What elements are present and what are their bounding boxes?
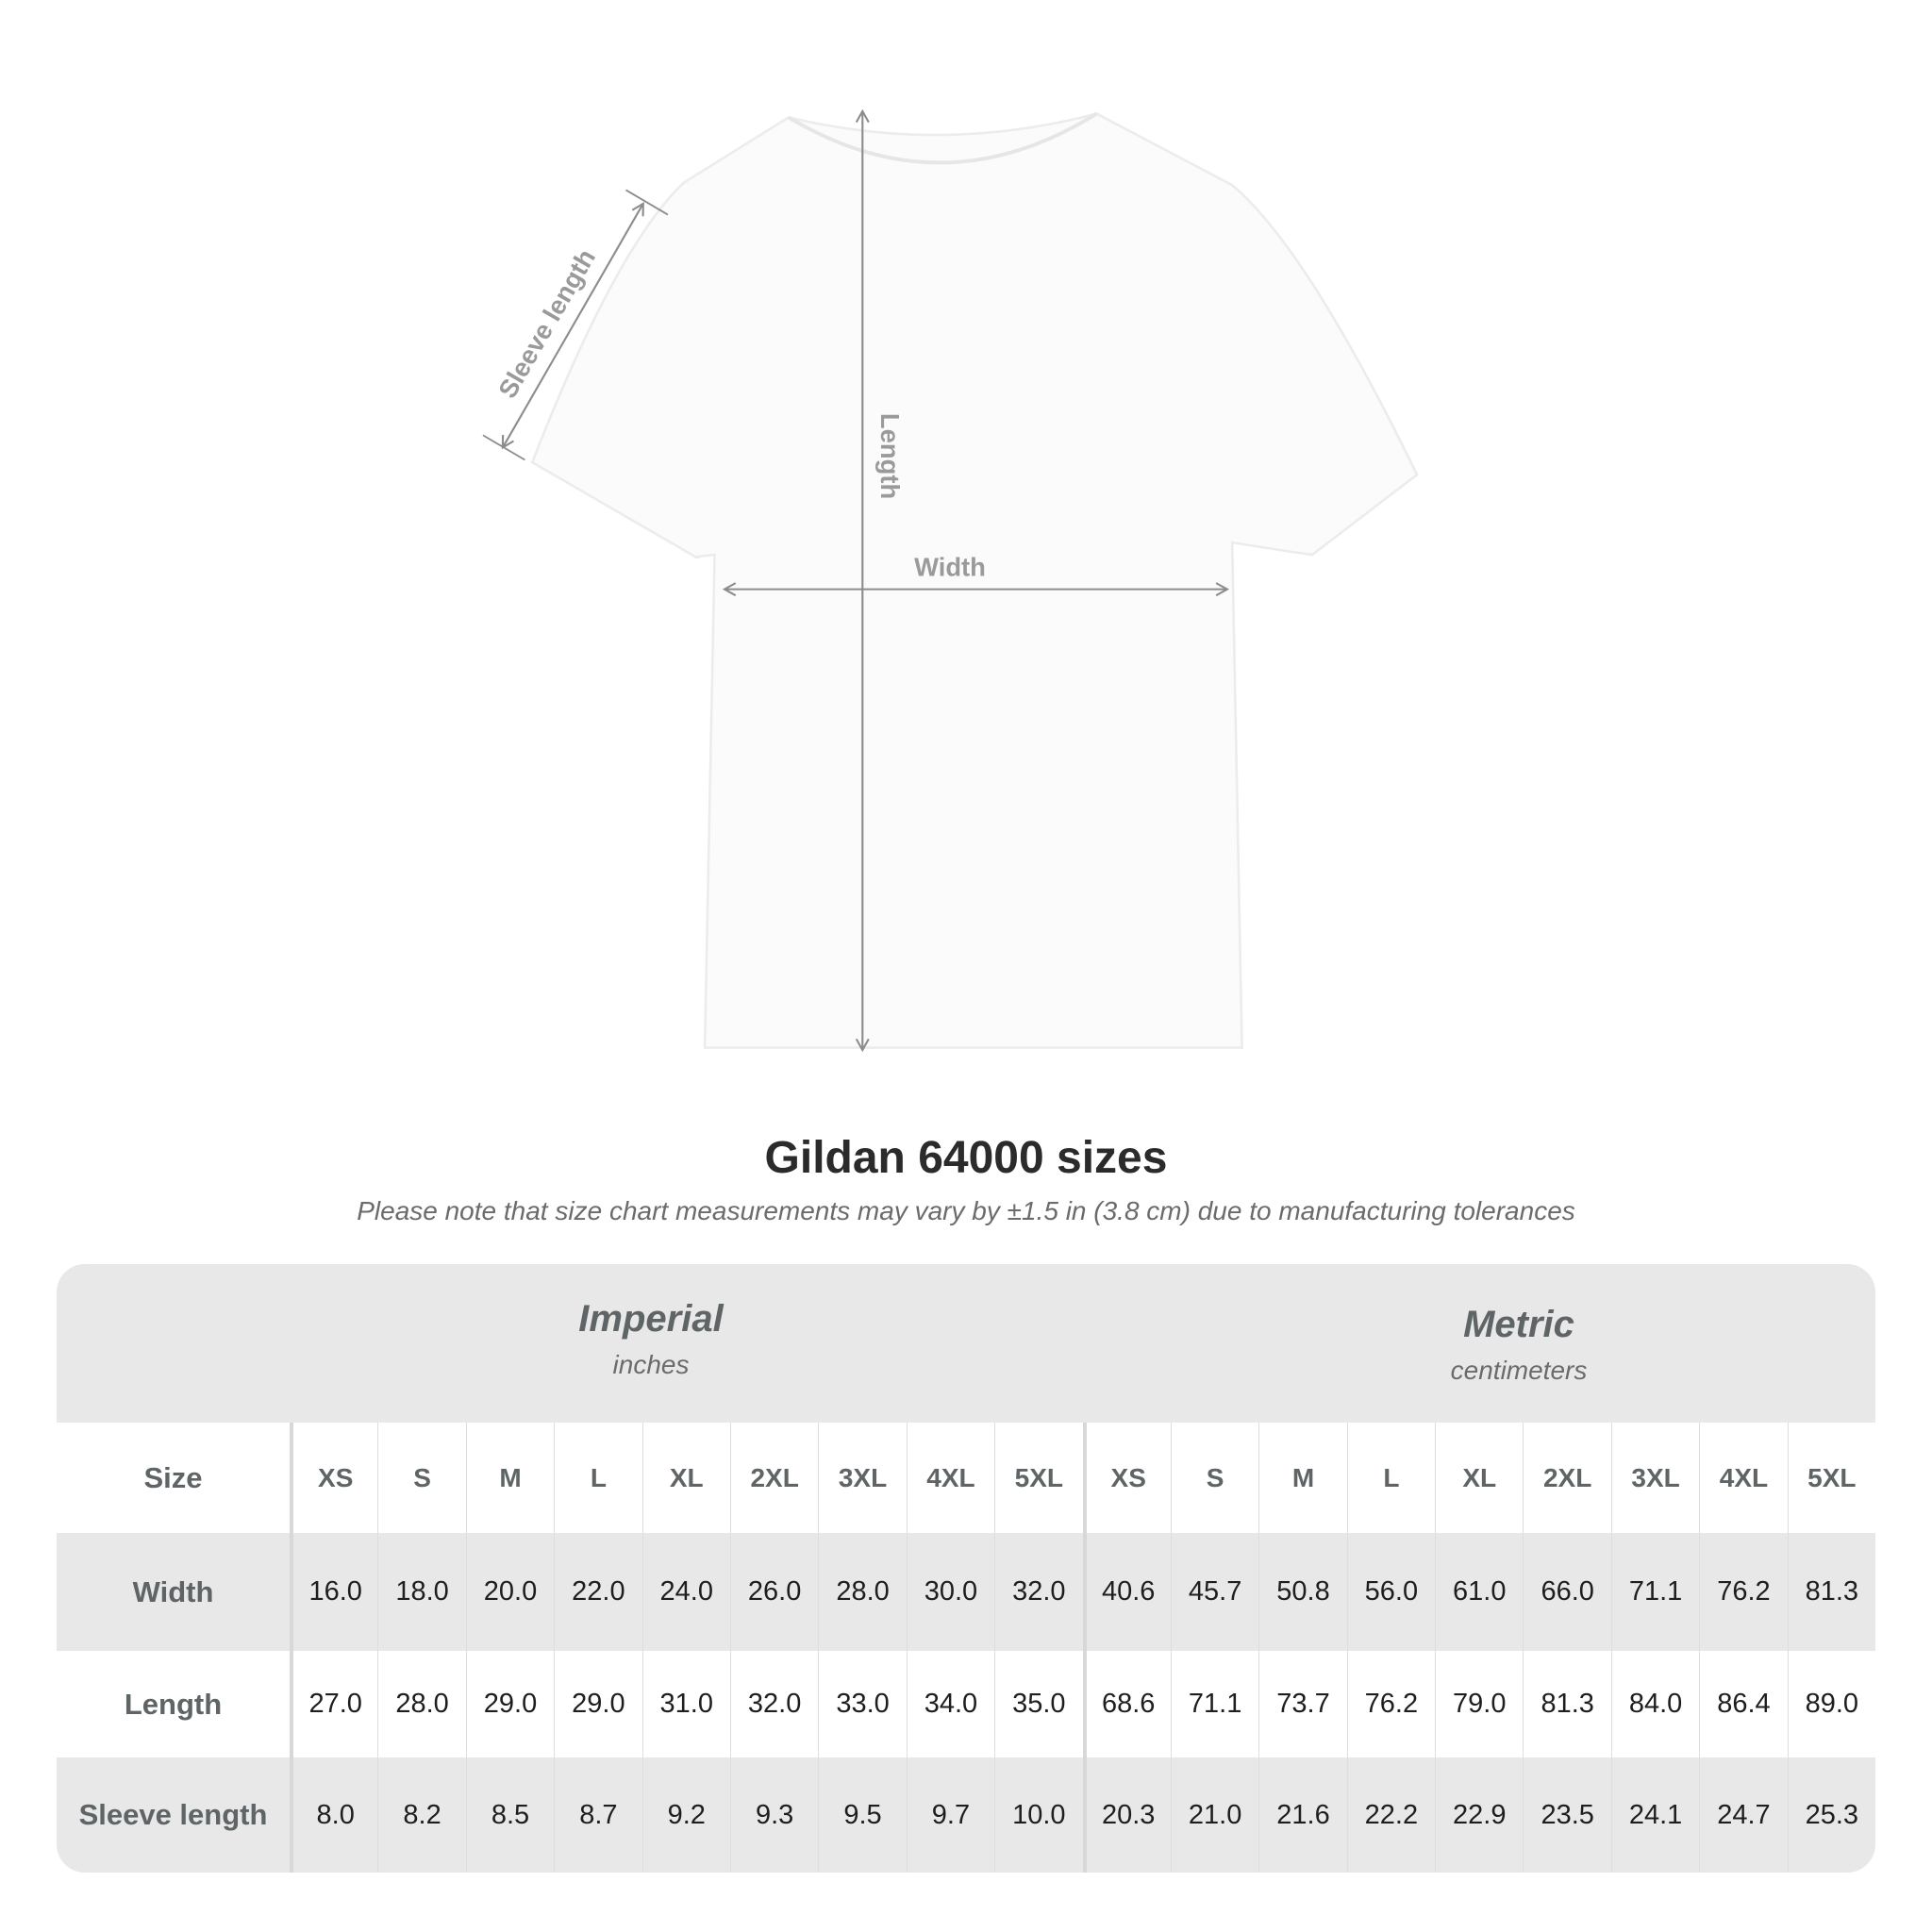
metric-size-5xl: 5XL bbox=[1787, 1423, 1875, 1533]
imperial-value-cell: 20.0 bbox=[465, 1533, 554, 1651]
metric-size-3xl: 3XL bbox=[1610, 1423, 1699, 1533]
metric-value-cell: 50.8 bbox=[1258, 1533, 1346, 1651]
width-label: Width bbox=[914, 552, 986, 581]
imperial-value-cell: 10.0 bbox=[994, 1757, 1082, 1873]
imperial-value-cell: 33.0 bbox=[818, 1651, 906, 1757]
imperial-value-cell: 9.7 bbox=[906, 1757, 994, 1873]
imperial-size-xl: XL bbox=[641, 1423, 730, 1533]
metric-size-s: S bbox=[1170, 1423, 1258, 1533]
metric-value-cell: 21.0 bbox=[1170, 1757, 1258, 1873]
size-chart-title: Gildan 64000 sizes bbox=[764, 1133, 1168, 1183]
metric-title: Metric bbox=[1463, 1304, 1574, 1345]
imperial-value-cell: 32.0 bbox=[729, 1651, 818, 1757]
imperial-value-cell: 9.3 bbox=[729, 1757, 818, 1873]
imperial-value-cell: 27.0 bbox=[290, 1651, 377, 1757]
imperial-value-cell: 35.0 bbox=[994, 1651, 1082, 1757]
length-row: Length 27.0 28.0 29.0 29.0 31.0 32.0 33.0 34.0 35… bbox=[57, 1651, 1875, 1757]
metric-value-cell: 76.2 bbox=[1346, 1651, 1435, 1757]
metric-value-cell: 68.6 bbox=[1082, 1651, 1171, 1757]
imperial-value-cell: 9.5 bbox=[818, 1757, 906, 1873]
imperial-value-cell: 28.0 bbox=[377, 1651, 465, 1757]
metric-value-cell: 22.9 bbox=[1435, 1757, 1523, 1873]
imperial-value-cell: 8.0 bbox=[290, 1757, 377, 1873]
imperial-value-cell: 32.0 bbox=[994, 1533, 1082, 1651]
metric-value-cell: 84.0 bbox=[1610, 1651, 1699, 1757]
metric-value-cell: 20.3 bbox=[1082, 1757, 1171, 1873]
metric-size-m: M bbox=[1258, 1423, 1346, 1533]
imperial-value-cell: 30.0 bbox=[906, 1533, 994, 1651]
metric-header: Metric centimeters bbox=[1236, 1304, 1802, 1386]
metric-value-cell: 89.0 bbox=[1787, 1651, 1875, 1757]
imperial-title: Imperial bbox=[578, 1298, 724, 1340]
imperial-size-3xl: 3XL bbox=[818, 1423, 906, 1533]
metric-value-cell: 66.0 bbox=[1523, 1533, 1610, 1651]
metric-value-cell: 23.5 bbox=[1523, 1757, 1610, 1873]
metric-size-xl: XL bbox=[1435, 1423, 1523, 1533]
metric-size-l: L bbox=[1346, 1423, 1435, 1533]
metric-value-cell: 45.7 bbox=[1170, 1533, 1258, 1651]
imperial-value-cell: 8.2 bbox=[377, 1757, 465, 1873]
imperial-size-xs: XS bbox=[290, 1423, 377, 1533]
imperial-size-s: S bbox=[377, 1423, 465, 1533]
sleeve-length-row: Sleeve length 8.0 8.2 8.5 8.7 9.2 9.3 9.5 9.7 10.… bbox=[57, 1757, 1875, 1873]
size-header-label: Size bbox=[143, 1460, 203, 1494]
metric-value-cell: 79.0 bbox=[1435, 1651, 1523, 1757]
width-row: Width 16.0 18.0 20.0 22.0 24.0 26.0 28.0 30.0 32.… bbox=[57, 1533, 1875, 1651]
metric-value-cell: 81.3 bbox=[1523, 1651, 1610, 1757]
tshirt-diagram: Length Width Sleeve length bbox=[482, 108, 1419, 1053]
imperial-size-5xl: 5XL bbox=[994, 1423, 1082, 1533]
metric-value-cell: 71.1 bbox=[1170, 1651, 1258, 1757]
metric-value-cell: 22.2 bbox=[1346, 1757, 1435, 1873]
imperial-value-cell: 24.0 bbox=[641, 1533, 730, 1651]
imperial-value-cell: 29.0 bbox=[465, 1651, 554, 1757]
imperial-value-cell: 31.0 bbox=[641, 1651, 730, 1757]
tolerance-note: Please note that size chart measurements… bbox=[357, 1196, 1575, 1225]
imperial-size-4xl: 4XL bbox=[906, 1423, 994, 1533]
metric-value-cell: 73.7 bbox=[1258, 1651, 1346, 1757]
metric-value-cell: 24.7 bbox=[1699, 1757, 1787, 1873]
metric-size-2xl: 2XL bbox=[1523, 1423, 1610, 1533]
size-row: Size XS S M L XL 2XL 3XL 4XL 5XL XS S M L XL 2XL 3XL 4XL 5… bbox=[57, 1423, 1875, 1533]
metric-value-cell: 61.0 bbox=[1435, 1533, 1523, 1651]
imperial-value-cell: 26.0 bbox=[729, 1533, 818, 1651]
imperial-size-m: M bbox=[465, 1423, 554, 1533]
imperial-value-cell: 29.0 bbox=[554, 1651, 641, 1757]
imperial-size-l: L bbox=[554, 1423, 641, 1533]
row-label: Length bbox=[124, 1687, 223, 1721]
imperial-header: Imperial inches bbox=[368, 1298, 934, 1380]
metric-value-cell: 25.3 bbox=[1787, 1757, 1875, 1873]
row-label: Width bbox=[132, 1574, 214, 1608]
metric-unit: centimeters bbox=[1450, 1356, 1588, 1385]
metric-value-cell: 21.6 bbox=[1258, 1757, 1346, 1873]
metric-value-cell: 81.3 bbox=[1787, 1533, 1875, 1651]
imperial-value-cell: 28.0 bbox=[818, 1533, 906, 1651]
metric-value-cell: 86.4 bbox=[1699, 1651, 1787, 1757]
sleeve-arrow bbox=[501, 201, 644, 450]
imperial-value-cell: 16.0 bbox=[290, 1533, 377, 1651]
imperial-value-cell: 18.0 bbox=[377, 1533, 465, 1651]
imperial-value-cell: 8.7 bbox=[554, 1757, 641, 1873]
imperial-unit: inches bbox=[612, 1350, 690, 1379]
metric-size-4xl: 4XL bbox=[1699, 1423, 1787, 1533]
metric-value-cell: 24.1 bbox=[1610, 1757, 1699, 1873]
metric-value-cell: 71.1 bbox=[1610, 1533, 1699, 1651]
metric-value-cell: 56.0 bbox=[1346, 1533, 1435, 1651]
length-label: Length bbox=[875, 413, 905, 499]
imperial-value-cell: 34.0 bbox=[906, 1651, 994, 1757]
row-label: Sleeve length bbox=[78, 1798, 268, 1831]
imperial-size-2xl: 2XL bbox=[729, 1423, 818, 1533]
metric-value-cell: 76.2 bbox=[1699, 1533, 1787, 1651]
imperial-value-cell: 8.5 bbox=[465, 1757, 554, 1873]
metric-value-cell: 40.6 bbox=[1082, 1533, 1171, 1651]
size-table: Imperial inches Metric centimeters Size X… bbox=[57, 1264, 1875, 1873]
metric-size-xs: XS bbox=[1082, 1423, 1171, 1533]
imperial-value-cell: 9.2 bbox=[641, 1757, 730, 1873]
imperial-value-cell: 22.0 bbox=[554, 1533, 641, 1651]
